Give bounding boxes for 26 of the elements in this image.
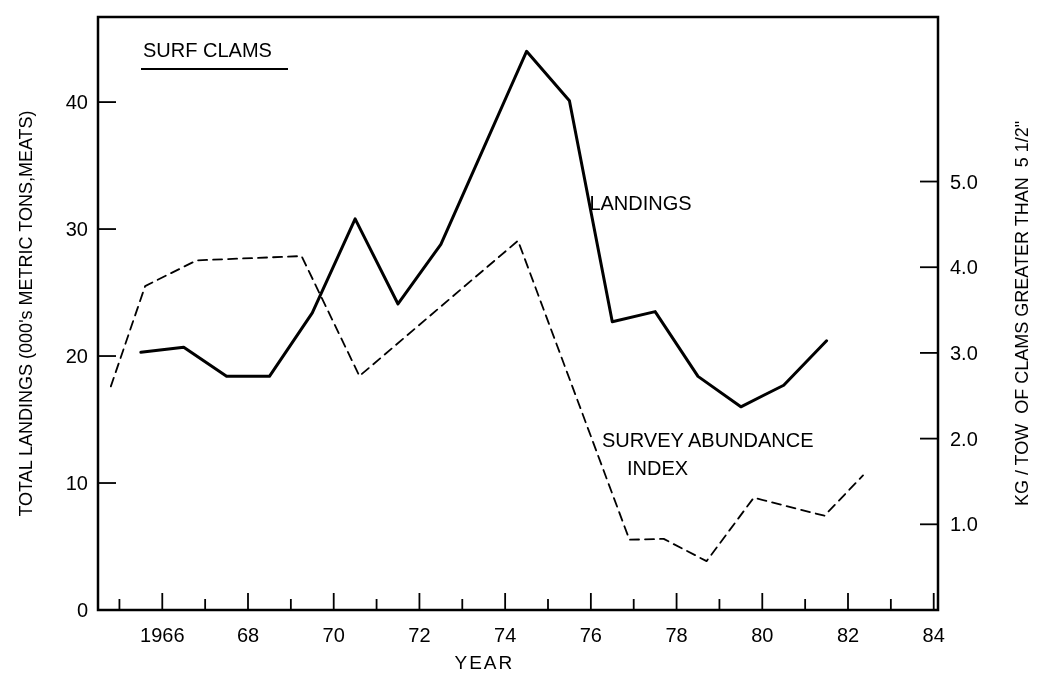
series-label: LANDINGS (589, 191, 692, 214)
y2-axis-title: KG / TOW OF CLAMS GREATER THAN 5 1/2" (1012, 120, 1032, 507)
text: SURF CLAMS (143, 39, 272, 61)
y-tick-label: 10 (65, 472, 88, 495)
x-tick-label: 76 (579, 624, 602, 646)
x-tick-label: 84 (922, 624, 945, 646)
y-tick-label: 40 (65, 91, 88, 114)
y2-tick-label: 2.0 (950, 427, 978, 450)
y2-tick-label: 1.0 (950, 513, 978, 536)
x-tick-label: 70 (322, 624, 345, 646)
y2-tick-label: 3.0 (950, 341, 978, 364)
x-tick-label: 74 (494, 624, 517, 646)
x-tick-label: 78 (665, 624, 688, 646)
y-tick-label: 20 (65, 345, 88, 368)
y2-tick-label: 4.0 (950, 256, 978, 279)
series-label: SURVEY ABUNDANCE INDEX (602, 428, 814, 479)
y-tick-label: 30 (65, 218, 88, 241)
x-axis-title: YEAR (454, 652, 515, 673)
x-tick-label: 72 (408, 624, 431, 646)
x-tick-label: 82 (836, 624, 860, 646)
x-tick-label: 1966 (140, 624, 185, 646)
y-axis-title: TOTAL LANDINGS (000's METRIC TONS,MEATS) (16, 110, 36, 517)
x-tick-label: 80 (751, 624, 774, 646)
y-tick-label: 0 (76, 599, 88, 621)
y2-tick-label: 5.0 (950, 170, 978, 193)
x-tick-label: 68 (236, 624, 260, 646)
